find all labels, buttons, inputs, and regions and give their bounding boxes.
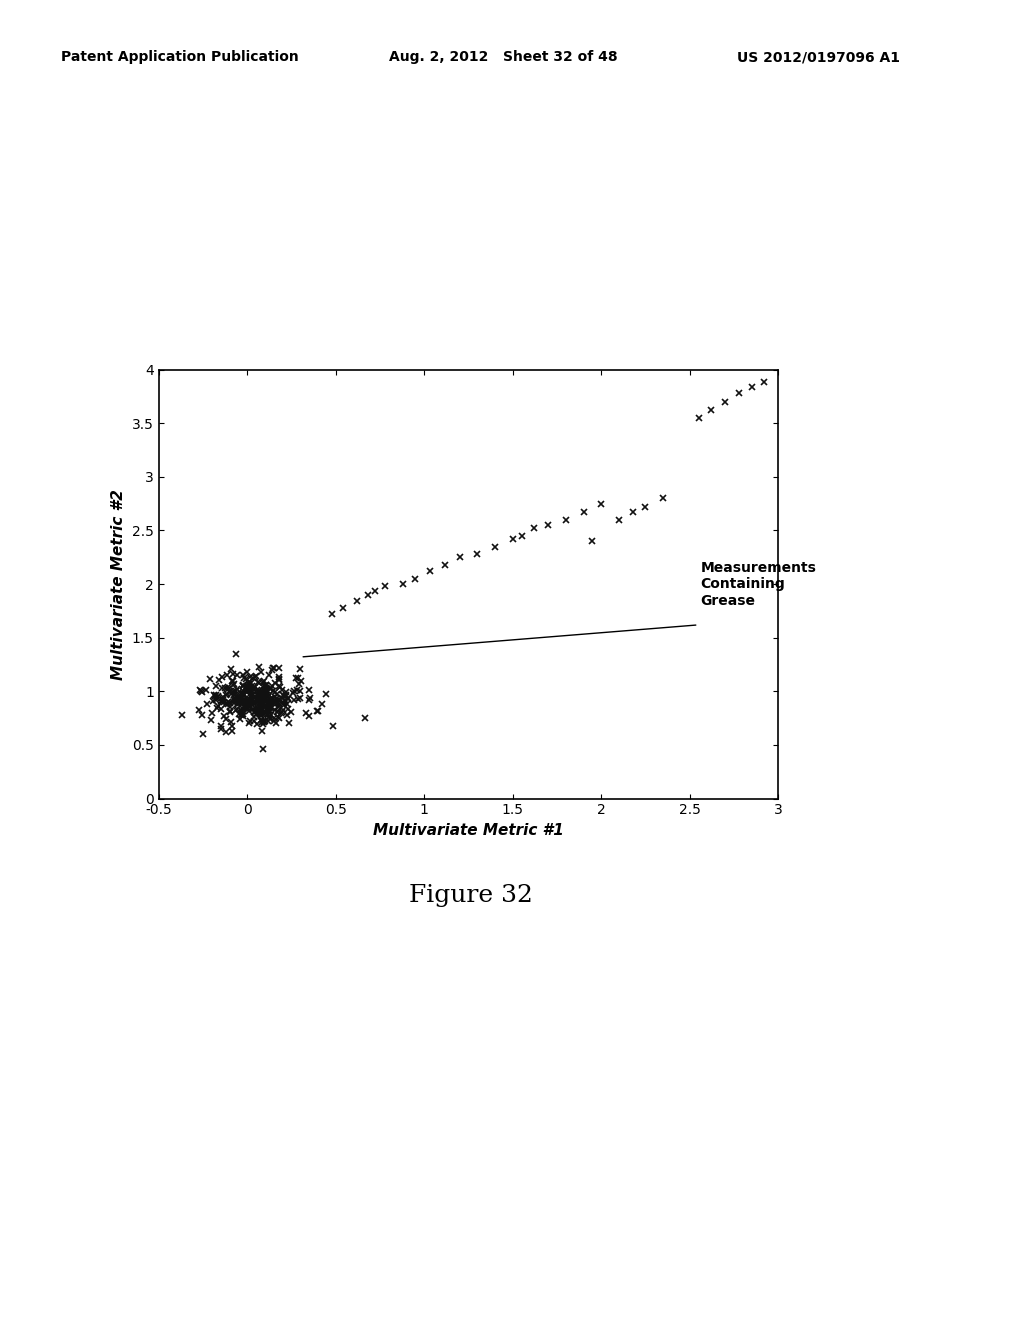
- Text: US 2012/0197096 A1: US 2012/0197096 A1: [737, 50, 900, 65]
- Text: Aug. 2, 2012   Sheet 32 of 48: Aug. 2, 2012 Sheet 32 of 48: [389, 50, 617, 65]
- Y-axis label: Multivariate Metric #2: Multivariate Metric #2: [112, 488, 126, 680]
- X-axis label: Multivariate Metric #1: Multivariate Metric #1: [373, 822, 564, 838]
- Text: Measurements
Containing
Grease: Measurements Containing Grease: [700, 561, 816, 607]
- Text: Patent Application Publication: Patent Application Publication: [61, 50, 299, 65]
- Text: Figure 32: Figure 32: [410, 884, 532, 907]
